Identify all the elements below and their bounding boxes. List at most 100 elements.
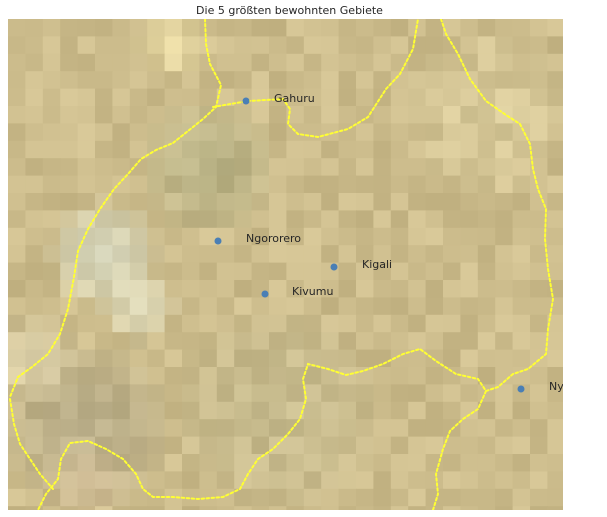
terrain-cell (390, 297, 409, 316)
city-kigali[interactable]: Kigali (330, 258, 393, 271)
terrain-cell (460, 210, 479, 229)
terrain-cell (199, 19, 218, 37)
terrain-cell (495, 227, 514, 246)
terrain-cell (547, 71, 563, 90)
terrain-cell (77, 314, 96, 333)
city-ngororero[interactable]: Ngororero (214, 232, 302, 245)
terrain-cell (199, 175, 218, 194)
terrain-cell (269, 488, 287, 507)
terrain-cell (112, 36, 131, 55)
terrain-cell (530, 140, 548, 159)
terrain-cell (460, 175, 479, 194)
city-kivumu[interactable]: Kivumu (261, 285, 334, 298)
terrain-cell (425, 53, 444, 72)
terrain-cell (338, 88, 357, 107)
map-canvas[interactable]: Gahuru Ngororero Kigali Kivumu Nyakiziba (8, 19, 563, 510)
terrain-cell (460, 419, 479, 438)
terrain-cell (286, 332, 305, 351)
terrain-cell (373, 384, 392, 403)
terrain-cell (129, 488, 148, 507)
terrain-cell (495, 123, 514, 142)
terrain-cell (373, 245, 392, 264)
terrain-cell (95, 53, 113, 72)
terrain-cell (547, 210, 563, 229)
terrain-cell (77, 332, 96, 351)
terrain-cell (25, 175, 44, 194)
terrain-cell (216, 175, 235, 194)
terrain-cell (164, 245, 183, 264)
city-gahuru[interactable]: Gahuru (242, 92, 315, 105)
terrain-cell (216, 401, 235, 420)
terrain-cell (303, 106, 322, 124)
city-label-gahuru: Gahuru (274, 92, 315, 105)
terrain-cell (251, 488, 270, 507)
map-panel[interactable]: Gahuru Ngororero Kigali Kivumu Nyakiziba (8, 19, 563, 510)
terrain-cell (477, 123, 496, 142)
terrain-cell (303, 419, 322, 438)
city-label-ngororero: Ngororero (246, 232, 301, 245)
terrain-cell (129, 175, 148, 194)
terrain-cell (443, 88, 461, 107)
terrain-cell (408, 88, 427, 107)
terrain-cell (443, 210, 461, 229)
terrain-cell (164, 175, 183, 194)
terrain-cell (443, 367, 461, 385)
terrain-cell (112, 280, 131, 298)
terrain-cell (129, 71, 148, 90)
terrain-cell (460, 158, 479, 177)
terrain-cell (408, 367, 427, 385)
terrain-cell (460, 262, 479, 281)
terrain-cell (77, 419, 96, 438)
terrain-cell (251, 384, 270, 403)
terrain-cell (42, 367, 61, 385)
city-nyakiziba[interactable]: Nyakiziba (517, 380, 564, 393)
terrain-cell (425, 401, 444, 420)
terrain-cell (216, 36, 235, 55)
terrain-cell (60, 175, 79, 194)
terrain-cell (164, 36, 183, 55)
terrain-cell (95, 71, 113, 90)
terrain-cell (390, 245, 409, 264)
terrain-cell (234, 471, 253, 490)
terrain-cell (147, 384, 166, 403)
terrain-cell (234, 314, 253, 333)
terrain-cell (8, 245, 26, 264)
terrain-cell (199, 123, 218, 142)
terrain-cell (25, 280, 44, 298)
terrain-cell (530, 19, 548, 37)
terrain-cell (8, 193, 26, 211)
terrain-cell (530, 454, 548, 472)
terrain-cell (390, 488, 409, 507)
terrain-cell (164, 280, 183, 298)
terrain-cell (147, 158, 166, 177)
terrain-cell (77, 53, 96, 72)
terrain-cell (443, 71, 461, 90)
terrain-cell (182, 227, 200, 246)
terrain-cell (251, 454, 270, 472)
terrain-cell (42, 71, 61, 90)
terrain-cell (147, 262, 166, 281)
city-label-kigali: Kigali (362, 258, 392, 271)
terrain-cell (408, 227, 427, 246)
terrain-cell (477, 262, 496, 281)
terrain-cell (77, 227, 96, 246)
terrain-cell (356, 262, 374, 281)
terrain-cell (164, 367, 183, 385)
terrain-cell (60, 280, 79, 298)
terrain-cell (42, 314, 61, 333)
terrain-cell (269, 262, 287, 281)
terrain-cell (234, 71, 253, 90)
terrain-cell (303, 36, 322, 55)
terrain-cell (547, 193, 563, 211)
terrain-cell (164, 332, 183, 351)
terrain-cell (390, 506, 409, 510)
terrain-cell (8, 436, 26, 455)
terrain-cell (77, 436, 96, 455)
terrain-cell (42, 106, 61, 124)
terrain-cell (443, 314, 461, 333)
city-markers: Gahuru Ngororero Kigali Kivumu Nyakiziba (214, 92, 564, 393)
terrain-raster (8, 19, 563, 510)
terrain-cell (95, 227, 113, 246)
terrain-cell (443, 36, 461, 55)
terrain-cell (60, 454, 79, 472)
